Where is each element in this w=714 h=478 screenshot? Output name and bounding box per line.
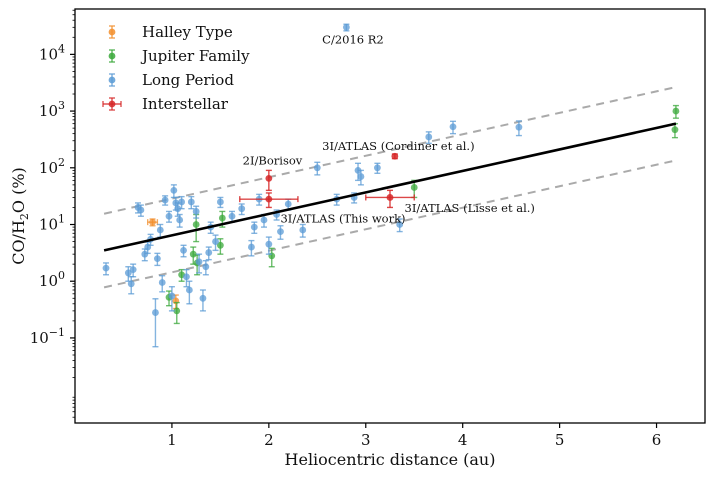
point-long-period-52 <box>396 221 404 228</box>
legend-marker <box>108 76 116 84</box>
point-long-period-35 <box>238 205 246 213</box>
annotation-2: 3I/ATLAS (Cordiner et al.) <box>322 139 474 153</box>
point-jupiter-family-7 <box>216 241 224 249</box>
point-long-period-14 <box>161 196 169 204</box>
point-long-period-27 <box>195 258 203 266</box>
plot-area: C/2016 R2 3I/ATLAS (Cordiner et al.) 2I/Bo… <box>102 23 680 348</box>
annotation-1: C/2016 R2 <box>322 33 384 47</box>
point-long-period-23 <box>183 273 190 281</box>
legend: Halley Type Jupiter Family Long Period Inte… <box>102 23 250 113</box>
point-long-period-10 <box>152 309 159 316</box>
y-axis-title: CO/H2O (%) <box>9 167 31 265</box>
point-long-period-37 <box>250 223 258 231</box>
x-tick-label: 6 <box>652 431 662 449</box>
point-long-period-32 <box>212 238 219 245</box>
annotation-4: 3I/ATLAS (Lisse et al.) <box>405 201 535 215</box>
y-tick-label: 10−1 <box>30 326 65 347</box>
series-long-period <box>102 23 523 348</box>
point-long-period-20 <box>176 216 184 224</box>
x-tick-label: 3 <box>361 431 371 449</box>
point-long-period-54 <box>449 123 457 131</box>
point-long-period-15 <box>165 212 173 220</box>
point-jupiter-family-10 <box>410 184 418 191</box>
point-jupiter-family-5 <box>192 221 200 228</box>
point-interstellar-4 <box>391 152 399 160</box>
point-long-period-13 <box>158 279 166 286</box>
point-jupiter-family-11 <box>672 107 680 115</box>
point-long-period-36 <box>248 243 255 251</box>
x-tick-label: 5 <box>555 431 565 449</box>
y-tick-label: 104 <box>39 42 65 63</box>
point-long-period-25 <box>187 198 195 206</box>
point-long-period-40 <box>265 240 273 248</box>
point-long-period-7 <box>141 250 149 258</box>
legend-entry-interstellar: Interstellar <box>102 95 229 113</box>
legend-marker <box>108 52 116 60</box>
plot-frame <box>74 8 706 424</box>
point-interstellar-1 <box>265 175 273 182</box>
point-long-period-39 <box>260 216 268 224</box>
point-long-period-50 <box>357 173 365 180</box>
y-tick-label: 103 <box>39 99 65 120</box>
clipped-group <box>102 23 680 348</box>
y-tick-label: 102 <box>39 156 65 177</box>
fit-line <box>103 122 677 252</box>
point-long-period-53 <box>425 133 433 141</box>
point-long-period-51 <box>374 164 381 172</box>
series-interstellar <box>239 152 415 209</box>
axes: 1 2 3 4 5 6 10−1 100 101 102 103 104 Heliocentric di… <box>9 8 706 469</box>
point-halley-type-1 <box>149 218 156 226</box>
point-long-period-42 <box>277 228 284 235</box>
point-long-period-22 <box>180 246 187 254</box>
annotation-3: 2I/Borisov <box>243 153 303 167</box>
point-long-period-4 <box>129 266 137 274</box>
point-jupiter-family-2 <box>173 307 181 315</box>
legend-entry-halley-type: Halley Type <box>108 23 233 41</box>
legend-marker <box>108 28 116 36</box>
point-long-period-21 <box>178 198 186 206</box>
point-long-period-47 <box>342 23 350 31</box>
point-long-period-3 <box>127 280 135 288</box>
y-tick-label: 101 <box>39 213 65 234</box>
x-tick-label: 4 <box>458 431 468 449</box>
legend-marker <box>108 100 116 108</box>
point-long-period-55 <box>515 123 523 131</box>
point-long-period-28 <box>199 294 207 302</box>
legend-entry-jupiter-family: Jupiter Family <box>108 47 250 65</box>
point-long-period-12 <box>156 226 164 234</box>
legend-label: Long Period <box>142 71 234 89</box>
point-long-period-17 <box>170 186 178 194</box>
point-long-period-34 <box>228 212 236 220</box>
x-tick-label: 2 <box>264 431 274 449</box>
legend-label: Halley Type <box>142 23 233 41</box>
point-long-period-19 <box>174 205 182 213</box>
point-jupiter-family-8 <box>218 214 226 222</box>
legend-label: Jupiter Family <box>140 47 250 65</box>
point-long-period-11 <box>153 255 161 263</box>
point-long-period-30 <box>205 249 213 256</box>
x-tick-label: 1 <box>167 431 177 449</box>
x-axis-title: Heliocentric distance (au) <box>285 450 496 469</box>
point-long-period-1 <box>102 264 110 272</box>
point-long-period-44 <box>299 226 307 234</box>
point-long-period-45 <box>313 164 321 172</box>
point-long-period-16 <box>168 292 176 300</box>
annotation-5: 3I/ATLAS (This work) <box>280 212 405 226</box>
point-long-period-24 <box>185 286 193 294</box>
point-jupiter-family-12 <box>671 126 679 134</box>
y-tick-label: 100 <box>39 269 65 290</box>
point-long-period-43 <box>284 200 292 208</box>
point-jupiter-family-4 <box>189 250 197 258</box>
point-long-period-33 <box>216 198 224 206</box>
point-interstellar-2 <box>265 195 273 203</box>
point-interstellar-3 <box>386 194 394 201</box>
point-long-period-26 <box>192 208 200 215</box>
point-long-period-29 <box>202 263 210 271</box>
point-long-period-2 <box>124 269 132 277</box>
legend-label: Interstellar <box>142 95 229 113</box>
point-long-period-6 <box>137 206 145 214</box>
legend-entry-long-period: Long Period <box>108 71 234 89</box>
